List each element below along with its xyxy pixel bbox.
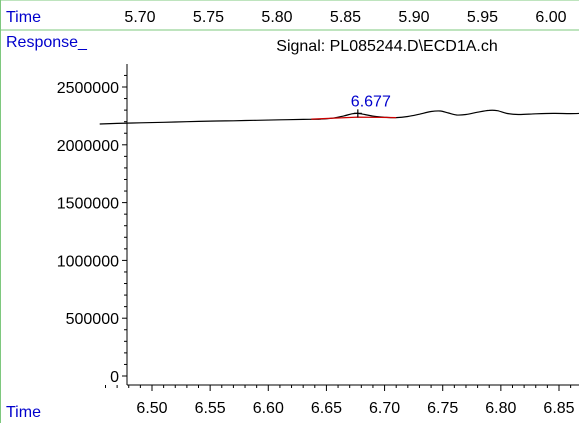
plot-area: 6.677 [99,93,579,125]
top-tick-label: 5.70 [124,9,155,26]
y-axis-ticks: 0 500000 1000000 1500000 2000000 2500000 [57,74,127,386]
y-tick-label: 1000000 [57,253,119,270]
chart-title: Signal: PL085244.D\ECD1A.ch [276,38,497,55]
x-tick-label: 6.70 [369,400,400,417]
y-tick-label: 1500000 [57,196,119,213]
integration-baseline [311,116,397,120]
x-tick-label: 6.65 [311,400,342,417]
peak-label: 6.677 [351,93,391,110]
top-axis-label: Time [6,9,41,26]
top-tick-label: 5.80 [261,9,292,26]
top-tick-label: 6.00 [535,9,566,26]
x-tick-label: 6.55 [195,400,226,417]
x-axis-label: Time [6,404,41,421]
x-axis-ticks: 6.50 6.55 6.60 6.65 6.70 6.75 6.80 6.85 [104,385,575,417]
y-tick-label: 2500000 [57,80,119,97]
x-tick-label: 6.75 [427,400,458,417]
y-tick-label: 500000 [66,311,119,328]
signal-trace [99,109,579,125]
y-tick-label: 0 [110,369,119,386]
top-tick-label: 5.85 [330,9,361,26]
y-axis-label: Response_ [6,34,88,51]
x-tick-label: 6.50 [136,400,167,417]
y-tick-label: 2000000 [57,138,119,155]
x-tick-label: 6.60 [253,400,284,417]
top-tick-label: 5.75 [193,9,224,26]
top-tick-label: 5.95 [467,9,498,26]
top-tick-label: 5.90 [398,9,429,26]
x-tick-label: 6.80 [485,400,516,417]
top-axis-ticks: 5.70 5.75 5.80 5.85 5.90 5.95 6.00 [124,9,566,26]
x-tick-label: 6.85 [543,400,574,417]
